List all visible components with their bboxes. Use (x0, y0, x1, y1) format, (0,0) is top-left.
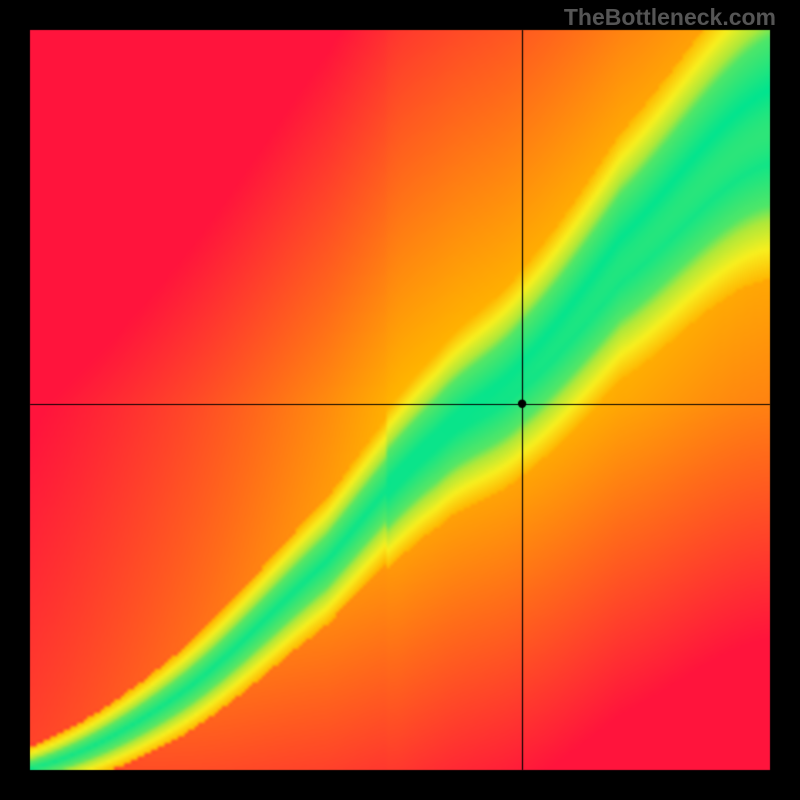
chart-container: TheBottleneck.com (0, 0, 800, 800)
heatmap-canvas (0, 0, 800, 800)
watermark-label: TheBottleneck.com (564, 4, 776, 31)
